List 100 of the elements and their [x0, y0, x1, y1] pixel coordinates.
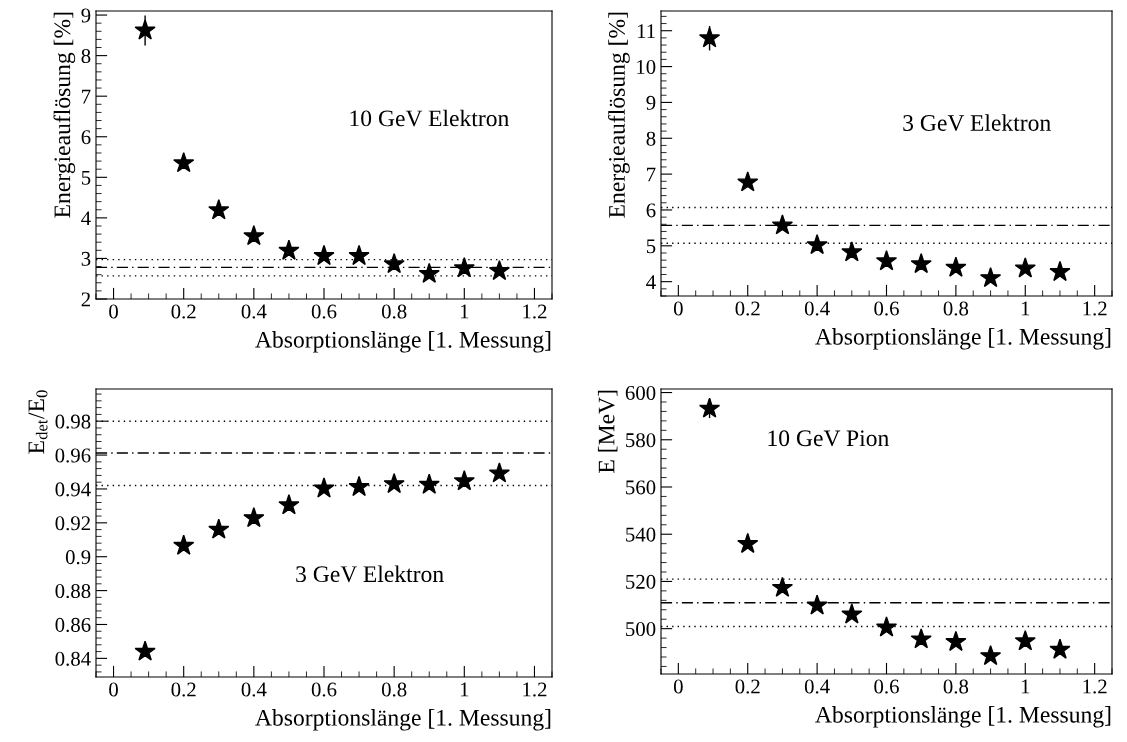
y-tick-label: 3 [81, 251, 91, 266]
x-tick-label: 1 [1021, 301, 1030, 316]
point [383, 472, 405, 494]
y-tick-label: 5 [646, 239, 656, 254]
point [841, 603, 863, 624]
y-tick-label: 9 [646, 95, 656, 110]
y-tick-label: 0.92 [55, 516, 90, 531]
point [771, 576, 794, 597]
x-tick-label: 0.6 [311, 682, 337, 697]
y-tick-label: 0.98 [55, 414, 91, 429]
y-tick-label: 6 [646, 203, 656, 218]
point [910, 628, 932, 649]
y-tick-label: 0.94 [55, 482, 91, 497]
y-tick-label: 7 [647, 167, 656, 182]
point [841, 241, 863, 262]
x-tick-label: 1.2 [1083, 301, 1107, 316]
point [488, 462, 510, 483]
x-tick-label: 0.8 [943, 301, 969, 316]
point [737, 532, 759, 554]
point [348, 475, 370, 497]
point [418, 473, 440, 494]
x-tick-label: 0 [673, 301, 683, 316]
y-tick-label: 520 [626, 574, 656, 589]
y-tick-label: 11 [637, 24, 655, 38]
point [313, 244, 335, 266]
y-tick-label: 580 [626, 433, 656, 448]
x-axis-title: Absorptionslänge [1. Messung] [815, 706, 1111, 728]
y-tick-label: 6 [81, 130, 91, 145]
point [208, 518, 230, 539]
x-tick-label: 0 [109, 304, 118, 319]
point [806, 594, 828, 615]
x-axis-title: Absorptionslänge [1. Messung] [815, 328, 1111, 350]
x-tick-label: 0.6 [874, 679, 899, 694]
y-tick-label: 2 [81, 292, 90, 307]
y-tick-label: 0.88 [55, 583, 91, 599]
y-axis-title: Energieauflösung [%] [53, 12, 76, 218]
y-tick-label: 9 [81, 8, 91, 23]
point [771, 214, 794, 235]
x-tick-label: 0.8 [943, 679, 969, 694]
y-tick-label: 0.9 [65, 550, 91, 565]
y-tick-label: 10 [637, 59, 656, 74]
point [134, 19, 156, 40]
x-tick-label: 0.2 [735, 301, 760, 316]
y-tick-label: 8 [646, 131, 656, 146]
x-tick-label: 0.2 [171, 682, 196, 697]
point [173, 534, 195, 555]
point [418, 262, 440, 283]
y-tick-label: 0.96 [55, 448, 91, 463]
point [875, 616, 898, 637]
point [383, 253, 405, 274]
x-tick-label: 0 [109, 682, 118, 697]
point [348, 244, 370, 266]
x-tick-label: 0.2 [735, 679, 760, 694]
x-tick-label: 0.2 [171, 304, 196, 319]
y-tick-label: 600 [625, 385, 656, 400]
point [979, 266, 1002, 288]
x-tick-label: 0 [673, 679, 683, 694]
x-axis-title: Absorptionslänge [1. Messung] [255, 331, 551, 353]
y-tick-label: 540 [626, 527, 656, 542]
x-tick-label: 0.4 [241, 304, 267, 319]
x-axis-title: Absorptionslänge [1. Messung] [255, 709, 551, 731]
annotation: 3 GeV Elektron [296, 565, 444, 583]
x-tick-label: 0.8 [381, 682, 407, 697]
point [243, 506, 265, 528]
point [1014, 257, 1036, 278]
y-tick-label: 0.84 [55, 651, 91, 666]
point [278, 239, 300, 260]
point [278, 494, 300, 515]
point [453, 470, 475, 491]
x-tick-label: 0.4 [241, 682, 267, 697]
point [945, 256, 967, 277]
point [173, 152, 195, 173]
x-tick-label: 0.8 [381, 304, 407, 319]
y-tick-label: 7 [82, 89, 91, 104]
x-tick-label: 0.4 [804, 679, 830, 694]
x-tick-label: 1 [460, 682, 469, 697]
point [488, 259, 510, 281]
point [737, 171, 759, 192]
point [134, 640, 156, 661]
point [1049, 260, 1071, 282]
y-tick-label: 8 [81, 48, 91, 64]
y-tick-label: 4 [81, 211, 91, 226]
y-tick-label: 500 [626, 622, 656, 637]
point [698, 27, 721, 48]
point [208, 199, 230, 220]
point [875, 250, 898, 271]
x-tick-label: 1.2 [523, 304, 547, 319]
y-tick-label: 560 [626, 480, 656, 495]
x-tick-label: 1 [460, 304, 469, 319]
y-axis-title: Energieauflösung [%] [608, 12, 630, 218]
x-tick-label: 1 [1021, 679, 1030, 694]
point [910, 252, 932, 274]
point [453, 257, 475, 278]
point [243, 225, 265, 246]
y-axis-title: E$_{det}$/E$_{0}$ [28, 390, 48, 454]
annotation: 10 GeV Elektron [350, 109, 509, 127]
annotation: 3 GeV Elektron [903, 114, 1051, 132]
annotation: 10 GeV Pion [768, 430, 889, 447]
point [945, 630, 967, 652]
point [1014, 630, 1036, 651]
